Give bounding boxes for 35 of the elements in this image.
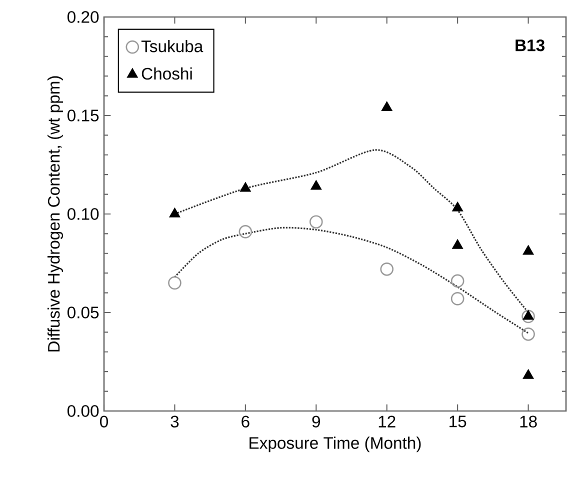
point [240,182,251,192]
point [382,102,392,111]
legend-label: Tsukuba [141,40,204,52]
point [452,240,463,249]
x-axis-title: Exposure Time (Month) [250,436,421,452]
x-tick-label: 6 [242,416,250,428]
point [309,215,323,229]
point [168,276,182,290]
point [310,180,322,190]
x-tick-label: 9 [312,416,320,428]
point [523,370,534,379]
y-tick-label: 0.10 [68,208,99,220]
y-tick-label: 0.00 [68,405,99,417]
x-tick-label: 15 [450,416,466,428]
point [380,262,394,276]
point [523,310,534,320]
point [522,327,535,341]
point [450,274,464,288]
point [169,208,180,218]
line-series [174,226,530,334]
point [523,245,534,255]
y-tick-label: 0.20 [68,11,99,23]
x-tick-label: 3 [170,416,179,428]
x-tick-label: 0 [100,416,108,428]
point [450,292,464,306]
x-tick-label: 12 [378,416,396,428]
legend-label: Choshi [142,67,192,80]
y-axis-title: Diffusive Hydrogen Content, (wt ppm) [47,76,64,352]
point [522,310,535,324]
x-tick-label: 18 [520,416,537,428]
point [452,202,463,212]
point [238,225,252,238]
y-tick-label: 0.15 [68,110,99,122]
annotation: B13 [516,39,544,52]
y-tick-label: 0.05 [68,306,99,318]
